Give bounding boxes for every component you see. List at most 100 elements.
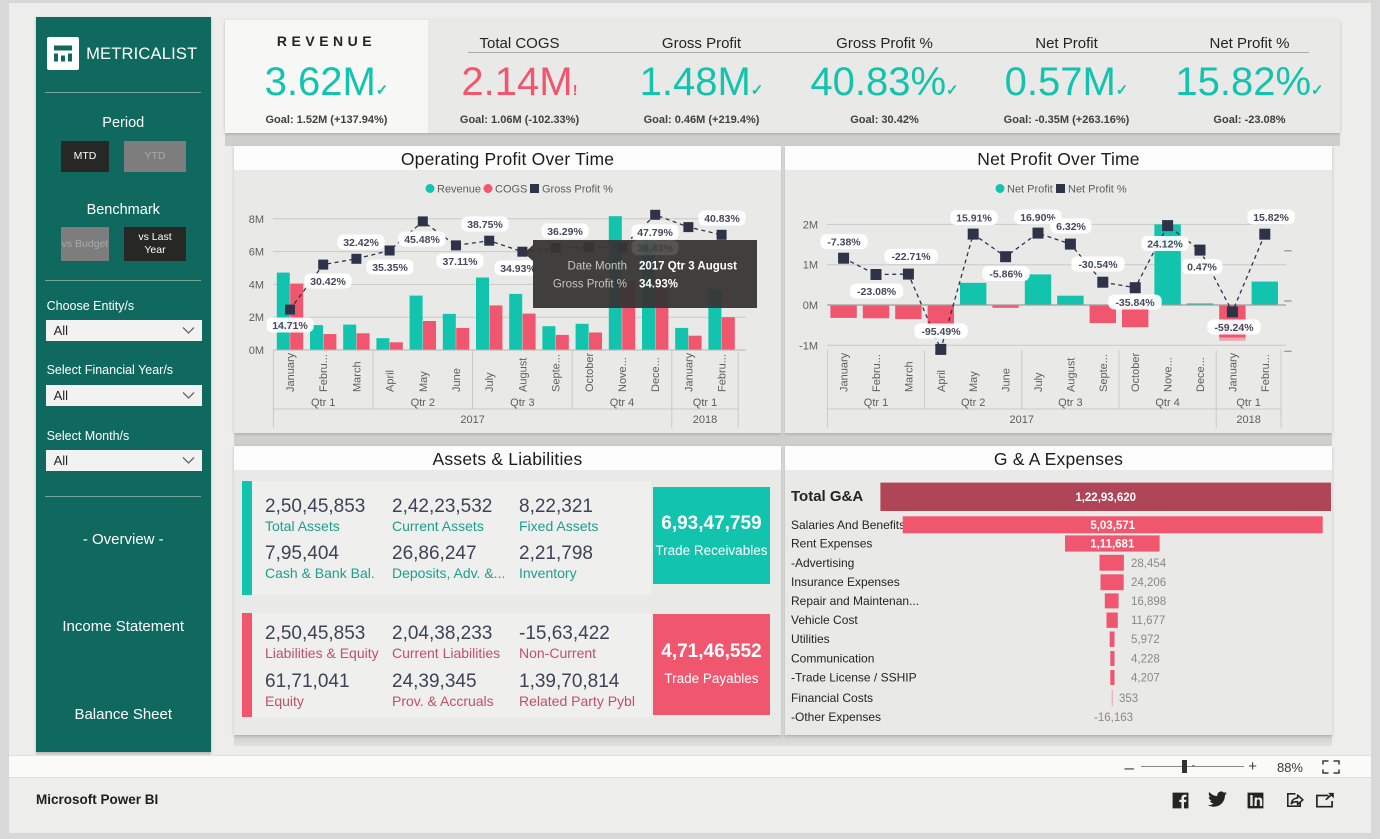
- svg-text:15.82%: 15.82%: [1253, 212, 1289, 224]
- svg-text:Qtr 1: Qtr 1: [1236, 397, 1260, 409]
- svg-text:1M: 1M: [803, 260, 818, 272]
- svg-text:Gross Profit %: Gross Profit %: [553, 279, 627, 291]
- svg-text:Utilities: Utilities: [791, 632, 830, 646]
- svg-text:Qtr 4: Qtr 4: [1155, 397, 1179, 409]
- svg-text:1,22,93,620: 1,22,93,620: [1075, 492, 1136, 504]
- svg-text:15.91%: 15.91%: [956, 212, 992, 224]
- svg-text:36.43%: 36.43%: [637, 242, 673, 254]
- svg-text:-7.38%: -7.38%: [827, 236, 861, 248]
- svg-text:45.48%: 45.48%: [404, 234, 440, 246]
- svg-text:Total G&A: Total G&A: [791, 488, 863, 505]
- svg-text:July: July: [484, 372, 496, 392]
- svg-text:March: March: [351, 361, 363, 392]
- svg-text:28,454: 28,454: [1131, 558, 1167, 570]
- svg-text:2017: 2017: [460, 414, 484, 426]
- svg-text:Net Profit %: Net Profit %: [1068, 184, 1127, 196]
- svg-text:-1M: -1M: [799, 340, 818, 352]
- svg-text:COGS: COGS: [495, 184, 527, 196]
- svg-text:2018: 2018: [693, 414, 717, 426]
- svg-text:-35.84%: -35.84%: [1115, 297, 1155, 309]
- svg-text:4,207: 4,207: [1131, 673, 1160, 685]
- svg-text:2017: 2017: [1010, 414, 1034, 426]
- svg-text:5,03,571: 5,03,571: [1090, 520, 1135, 532]
- svg-text:Rent Expenses: Rent Expenses: [791, 537, 872, 551]
- svg-text:Qtr 1: Qtr 1: [311, 397, 335, 409]
- svg-text:40.83%: 40.83%: [704, 213, 740, 225]
- svg-text:0M: 0M: [803, 300, 818, 312]
- svg-text:11,677: 11,677: [1131, 615, 1165, 627]
- svg-text:January: January: [1227, 352, 1239, 392]
- svg-text:Nove...: Nove...: [617, 357, 629, 392]
- svg-text:47.79%: 47.79%: [637, 227, 673, 239]
- svg-text:38.75%: 38.75%: [467, 219, 503, 231]
- svg-text:24.12%: 24.12%: [1147, 238, 1183, 250]
- svg-text:Septe...: Septe...: [1098, 354, 1110, 392]
- svg-text:April: April: [385, 370, 397, 392]
- svg-text:-59.24%: -59.24%: [1214, 322, 1254, 334]
- svg-text:Dece...: Dece...: [650, 357, 662, 392]
- svg-text:October: October: [1130, 353, 1142, 392]
- svg-text:24,206: 24,206: [1131, 577, 1166, 589]
- svg-text:April: April: [936, 370, 948, 392]
- svg-text:-Trade License / SSHIP: -Trade License / SSHIP: [791, 671, 917, 685]
- svg-text:Qtr 4: Qtr 4: [610, 397, 634, 409]
- svg-text:October: October: [584, 353, 596, 392]
- svg-text:Vehicle Cost: Vehicle Cost: [791, 613, 858, 627]
- svg-text:Qtr 3: Qtr 3: [510, 397, 534, 409]
- svg-text:32.42%: 32.42%: [343, 237, 379, 249]
- svg-text:Communication: Communication: [791, 652, 874, 666]
- svg-text:Financial Costs: Financial Costs: [791, 691, 873, 705]
- svg-text:January: January: [285, 352, 297, 392]
- svg-text:-Other Expenses: -Other Expenses: [791, 710, 881, 724]
- svg-text:6.32%: 6.32%: [1056, 221, 1086, 233]
- svg-text:March: March: [903, 361, 915, 392]
- svg-text:34.93%: 34.93%: [639, 279, 678, 291]
- svg-text:Salaries And Benefits: Salaries And Benefits: [791, 518, 905, 532]
- svg-text:Qtr 2: Qtr 2: [961, 397, 985, 409]
- svg-text:5,972: 5,972: [1131, 634, 1160, 646]
- svg-text:Septe...: Septe...: [551, 354, 563, 392]
- svg-text:16,898: 16,898: [1131, 596, 1166, 608]
- svg-text:35.35%: 35.35%: [372, 262, 408, 274]
- svg-text:-23.08%: -23.08%: [857, 286, 897, 298]
- svg-text:37.11%: 37.11%: [442, 256, 478, 268]
- svg-text:-5.86%: -5.86%: [989, 268, 1023, 280]
- svg-text:Qtr 1: Qtr 1: [864, 397, 888, 409]
- svg-text:Febru...: Febru...: [1260, 354, 1272, 392]
- svg-text:2017 Qtr 3 August: 2017 Qtr 3 August: [639, 261, 737, 273]
- svg-text:May: May: [968, 371, 980, 392]
- svg-text:6M: 6M: [249, 247, 264, 259]
- svg-text:January: January: [839, 352, 851, 392]
- svg-text:4M: 4M: [249, 279, 264, 291]
- svg-text:34.93%: 34.93%: [500, 263, 536, 275]
- svg-text:0.47%: 0.47%: [1187, 261, 1217, 273]
- svg-text:June: June: [1001, 368, 1013, 392]
- svg-text:June: June: [451, 368, 463, 392]
- svg-text:-16,163: -16,163: [1094, 712, 1133, 724]
- svg-text:-30.54%: -30.54%: [1078, 259, 1118, 271]
- svg-text:30.42%: 30.42%: [310, 276, 346, 288]
- svg-text:2018: 2018: [1236, 414, 1260, 426]
- svg-text:Date Month: Date Month: [568, 261, 627, 273]
- svg-text:14.71%: 14.71%: [272, 320, 308, 332]
- svg-text:Nove...: Nove...: [1163, 357, 1175, 392]
- svg-text:8M: 8M: [249, 214, 264, 226]
- svg-text:16.90%: 16.90%: [1020, 212, 1056, 224]
- svg-text:Qtr 2: Qtr 2: [411, 397, 435, 409]
- svg-text:-Advertising: -Advertising: [791, 556, 854, 570]
- svg-text:4,228: 4,228: [1131, 654, 1160, 666]
- svg-text:Repair and Maintenan...: Repair and Maintenan...: [791, 594, 919, 608]
- svg-text:353: 353: [1119, 693, 1138, 705]
- svg-text:August: August: [1065, 358, 1077, 392]
- svg-text:May: May: [418, 371, 430, 392]
- svg-text:Febru...: Febru...: [717, 354, 729, 392]
- svg-text:2M: 2M: [803, 219, 818, 231]
- svg-text:August: August: [517, 358, 529, 392]
- svg-text:July: July: [1033, 372, 1045, 392]
- svg-text:Febru...: Febru...: [871, 354, 883, 392]
- svg-text:2M: 2M: [249, 312, 264, 324]
- svg-text:Insurance Expenses: Insurance Expenses: [791, 575, 900, 589]
- svg-text:0M: 0M: [249, 345, 264, 357]
- svg-text:36.29%: 36.29%: [547, 226, 583, 238]
- svg-text:Qtr 1: Qtr 1: [693, 397, 717, 409]
